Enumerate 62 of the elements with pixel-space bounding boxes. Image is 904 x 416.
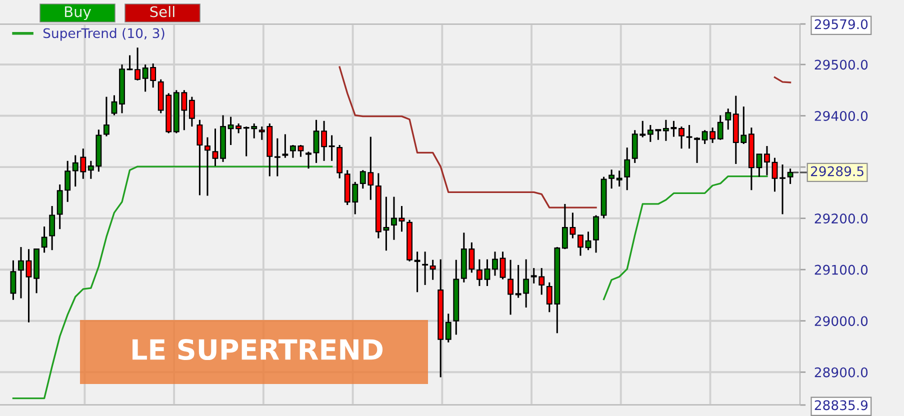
candlestick (41, 226, 48, 254)
candlestick (492, 250, 498, 277)
candlestick (313, 119, 320, 164)
candlestick (111, 94, 118, 116)
candlestick (391, 196, 397, 241)
candlestick (103, 96, 110, 138)
text: Buy (64, 6, 92, 20)
candlestick (298, 144, 304, 158)
candlestick (290, 144, 296, 159)
candlestick (134, 46, 141, 82)
y-tick-label: 28835.9 (814, 400, 868, 410)
candlestick (578, 234, 584, 257)
candlestick (717, 114, 724, 141)
y-tick-label: 28900.0 (814, 367, 868, 378)
candlestick (414, 250, 420, 293)
candlestick (694, 136, 700, 164)
candlestick (686, 124, 692, 150)
text: LE SUPERTREND (132, 339, 383, 360)
candlestick (422, 250, 428, 286)
candlestick (204, 136, 210, 197)
candlestick (476, 258, 482, 287)
candlestick (670, 120, 677, 138)
y-tick-label: 29579.0 (814, 19, 868, 30)
text: Sell (150, 6, 174, 18)
candlestick (484, 258, 490, 287)
candlestick (772, 157, 778, 192)
candlestick (780, 164, 786, 215)
candlestick (196, 119, 203, 196)
candlestick (306, 150, 312, 170)
candlestick (787, 168, 794, 185)
candlestick (282, 133, 288, 159)
candlestick (445, 312, 452, 344)
y-tick-label: 29000.0 (814, 316, 868, 326)
candlestick (10, 260, 16, 301)
candlestick (188, 96, 195, 128)
candlestick (608, 168, 615, 190)
candlestick (500, 250, 506, 280)
candlestick (126, 54, 133, 71)
candlestick (212, 128, 218, 167)
candlestick (274, 138, 280, 178)
candlestick (398, 205, 405, 232)
candlestick (624, 146, 630, 191)
y-tick-label: 29100.0 (814, 264, 868, 275)
candlestick (616, 170, 622, 188)
candlestick (725, 108, 732, 130)
candlestick (662, 119, 669, 142)
candlestick (18, 246, 24, 300)
candlestick (26, 248, 32, 324)
y-tick-label: 29200.0 (814, 214, 868, 224)
text: 29289.5 (810, 166, 864, 176)
y-tick-label: 29400.0 (814, 110, 868, 121)
candlestick (593, 214, 599, 254)
candlestick (678, 126, 684, 150)
candlestick (764, 145, 770, 176)
candlestick (328, 134, 335, 162)
candlestick (430, 259, 436, 281)
candlestick (321, 120, 328, 162)
candlestick (49, 205, 56, 251)
candlestick (508, 259, 514, 316)
legend-label: SuperTrend (10, 3) (43, 28, 164, 41)
y-tick-label: 29500.0 (814, 60, 868, 70)
candlestick (585, 230, 592, 251)
